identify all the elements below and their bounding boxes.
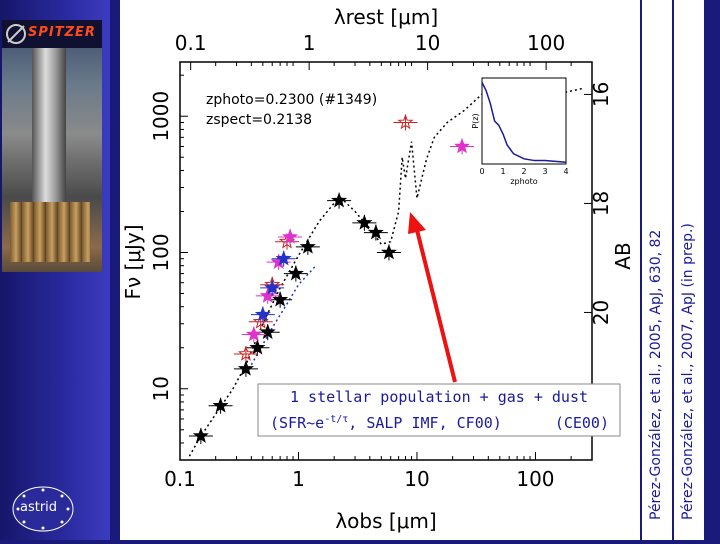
data-point-star (272, 291, 289, 307)
telescope-base (10, 202, 90, 262)
inset-tick-label: 0 (479, 167, 484, 176)
bottom-tick-label: 10 (404, 467, 429, 491)
data-point-star (331, 192, 348, 208)
data-point-star (282, 228, 299, 244)
left-tick-label: 100 (149, 233, 173, 271)
inset-frame (481, 77, 567, 165)
data-point-star (212, 397, 229, 413)
bottom-tick-label: 100 (516, 467, 554, 491)
inset-tick-label: 1 (500, 167, 505, 176)
bottom-tick-label: 0.1 (164, 467, 196, 491)
legend-ce00-text: (CE00) (555, 414, 609, 432)
legend-sfr-exponent: -t/τ (324, 414, 348, 425)
credit-line-2: Pérez-González, et al., 2007, ApJ (in pr… (680, 223, 696, 520)
sed-plot-panel: 0.1 1 10 100 0.1 1 10 100 10 100 1000 16 18 20 λobs [μ… (120, 0, 640, 540)
data-point-star (380, 244, 397, 260)
data-point-star (237, 345, 254, 361)
top-tick-label: 10 (415, 31, 440, 55)
top-tick-label: 0.1 (175, 31, 207, 55)
data-point-star (259, 323, 276, 340)
astrid-logo-text: astrid (20, 500, 58, 515)
astrid-logo (12, 486, 74, 532)
left-tick-label: 10 (149, 376, 173, 401)
data-point-star (287, 265, 304, 281)
zspect-annotation: zspect=0.2138 (206, 112, 312, 128)
inset-tick-label: 3 (542, 167, 547, 176)
y-axis-label: Fν [μJy] (121, 224, 145, 299)
data-point-star (259, 287, 276, 303)
right-tick-label: 20 (589, 300, 613, 325)
legend-box (257, 383, 621, 437)
data-point-star (237, 360, 254, 376)
right-tick-label: 18 (589, 191, 613, 216)
credit-line-1: Pérez-González, et al., 2005, ApJ, 630, … (648, 229, 664, 520)
spitzer-logo-text: SPITZER (28, 25, 96, 40)
data-point-star (254, 306, 271, 322)
right-tick-label: 16 (589, 82, 613, 107)
telescope-body (32, 42, 66, 202)
blue-sed-curve (250, 265, 317, 366)
x-axis-label: λobs [μm] (335, 509, 436, 533)
model-sed-curve (188, 77, 583, 457)
top-tick-label: 100 (527, 31, 565, 55)
plot-frame (179, 61, 593, 461)
legend-line-2: (SFR~e-t/τ, SALP IMF, CF00) (270, 414, 502, 432)
top-tick-label: 1 (303, 31, 316, 55)
inset-x-label: zphoto (510, 177, 537, 186)
credit-strip-2: Pérez-González, et al., 2007, ApJ (in pr… (674, 0, 704, 540)
data-point-star (264, 279, 281, 295)
spitzer-logo (2, 20, 102, 48)
zphoto-annotation: zphoto=0.2300 (#1349) (206, 92, 377, 108)
data-point-star (356, 214, 373, 230)
left-tick-label: 1000 (149, 91, 173, 142)
right-axis-label: AB (611, 242, 635, 269)
data-point-star (245, 326, 262, 342)
data-point-star (249, 339, 266, 355)
legend-imf-text: , SALP IMF, CF00) (348, 414, 502, 432)
inset-tick-label: 2 (521, 167, 526, 176)
bottom-tick-label: 1 (292, 467, 305, 491)
legend-line-1: 1 stellar population + gas + dust (290, 388, 588, 406)
data-point-star (397, 114, 414, 130)
red-arrow-line (415, 229, 457, 383)
inset-pz-curve (481, 81, 567, 164)
inset-tick-label: 4 (563, 167, 568, 176)
data-point-star (299, 238, 316, 254)
data-point-star (192, 427, 209, 443)
red-arrowhead (408, 212, 426, 234)
telescope-photo (2, 22, 102, 272)
credit-strip-1: Pérez-González, et al., 2005, ApJ, 630, … (642, 0, 672, 540)
data-point-star (367, 224, 384, 240)
legend-sfr-text: (SFR~e (270, 414, 324, 432)
top-axis-label: λrest [μm] (334, 5, 438, 29)
data-point-star (454, 138, 471, 154)
data-point-star (275, 250, 292, 266)
inset-y-label: P(z) (471, 113, 480, 128)
